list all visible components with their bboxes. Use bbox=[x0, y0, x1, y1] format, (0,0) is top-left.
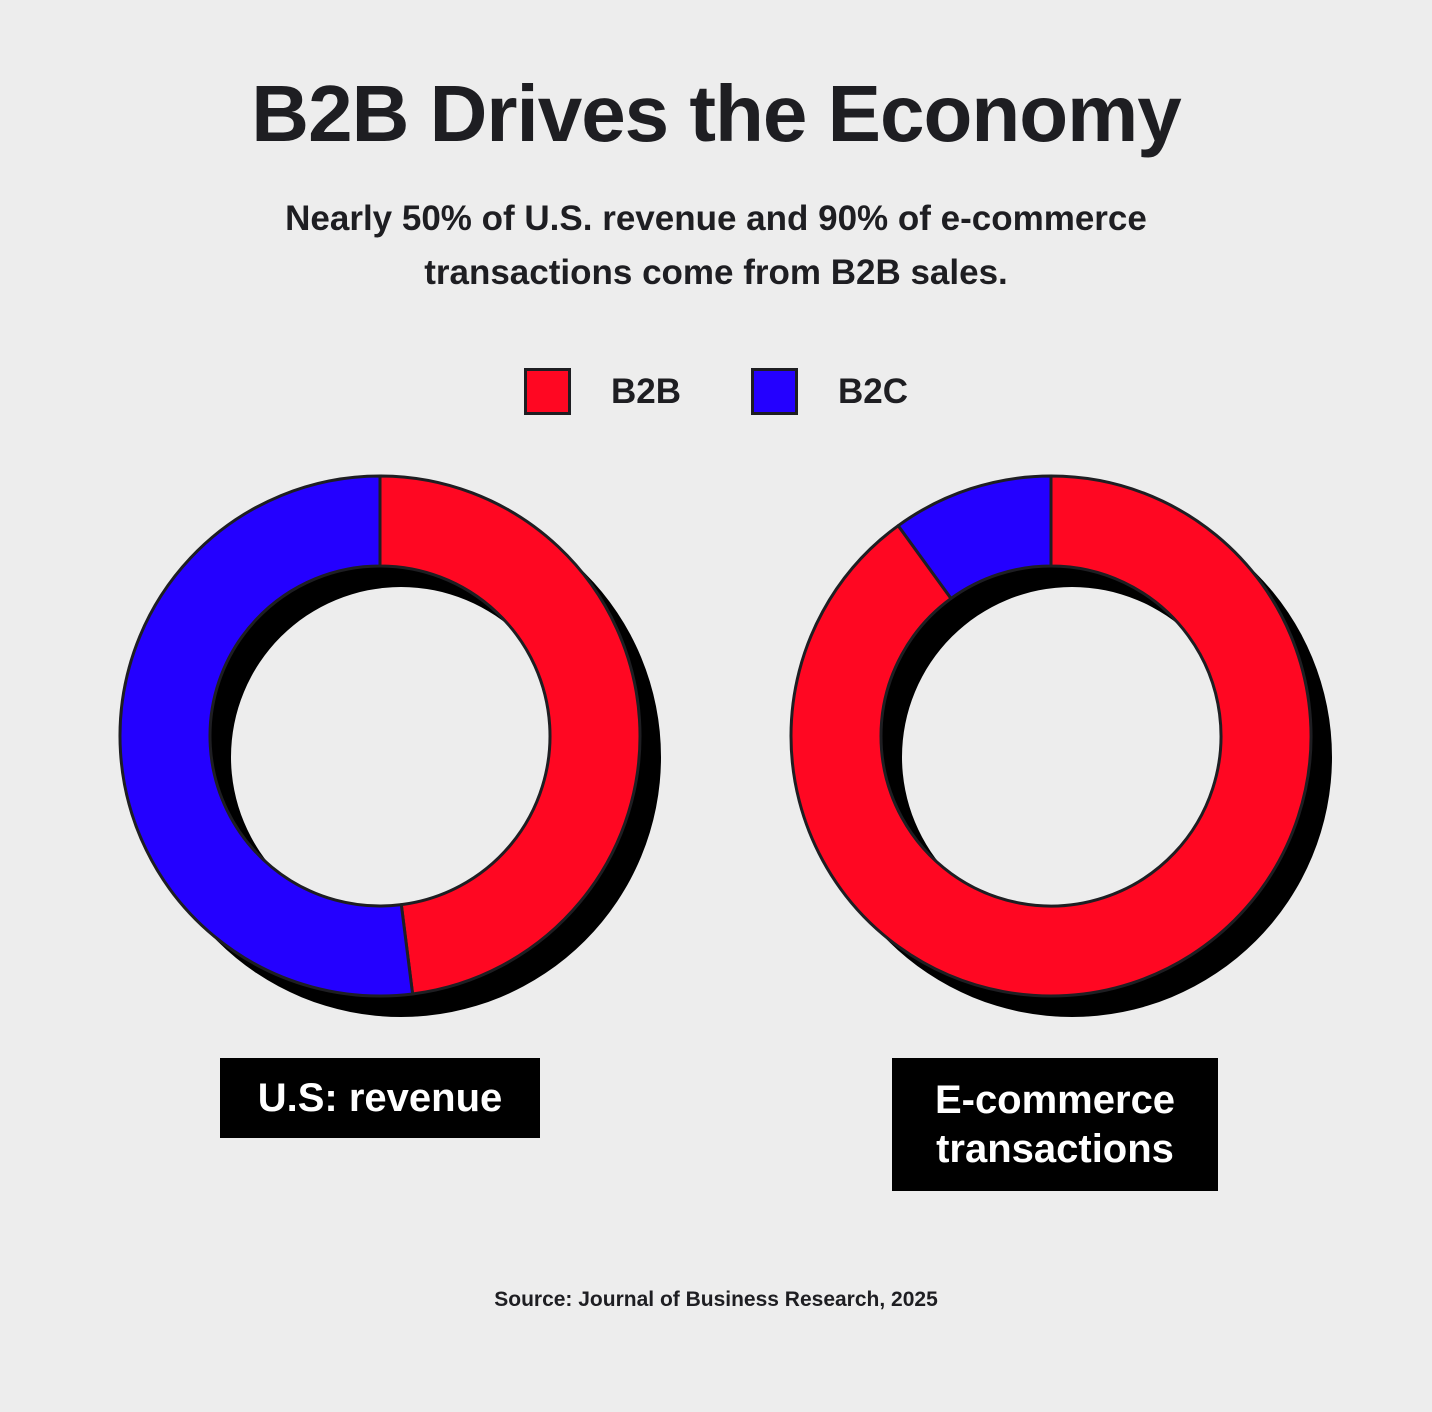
donut-chart-0 bbox=[118, 474, 661, 1017]
chart-subtitle: Nearly 50% of U.S. revenue and 90% of e-… bbox=[285, 199, 1147, 292]
legend-swatch-b2b bbox=[523, 368, 571, 415]
donut-slice-b2b bbox=[378, 474, 642, 996]
chart-title: B2B Drives the Economy bbox=[251, 69, 1181, 158]
legend-item-b2b: B2B bbox=[523, 368, 681, 415]
chart-label-us-revenue: U.S: revenue bbox=[220, 1058, 540, 1138]
donut-slice-b2c bbox=[896, 474, 1053, 600]
source-note: Source: Journal of Business Research, 20… bbox=[494, 1288, 938, 1311]
donut-slice-b2b bbox=[789, 474, 1313, 998]
legend-item-b2c: B2C bbox=[751, 368, 908, 415]
legend-swatch-b2c bbox=[751, 368, 798, 415]
legend-label-b2b: B2B bbox=[610, 371, 681, 411]
donut-chart-1 bbox=[789, 474, 1332, 1017]
legend: B2B B2C bbox=[0, 368, 1432, 415]
chart-label-ecommerce: E-commerce transactions bbox=[892, 1058, 1218, 1191]
legend-label-b2c: B2C bbox=[838, 371, 909, 411]
donut-shadow bbox=[141, 497, 661, 1017]
donut-shadow bbox=[812, 497, 1332, 1017]
donut-slice-b2c bbox=[118, 474, 415, 998]
